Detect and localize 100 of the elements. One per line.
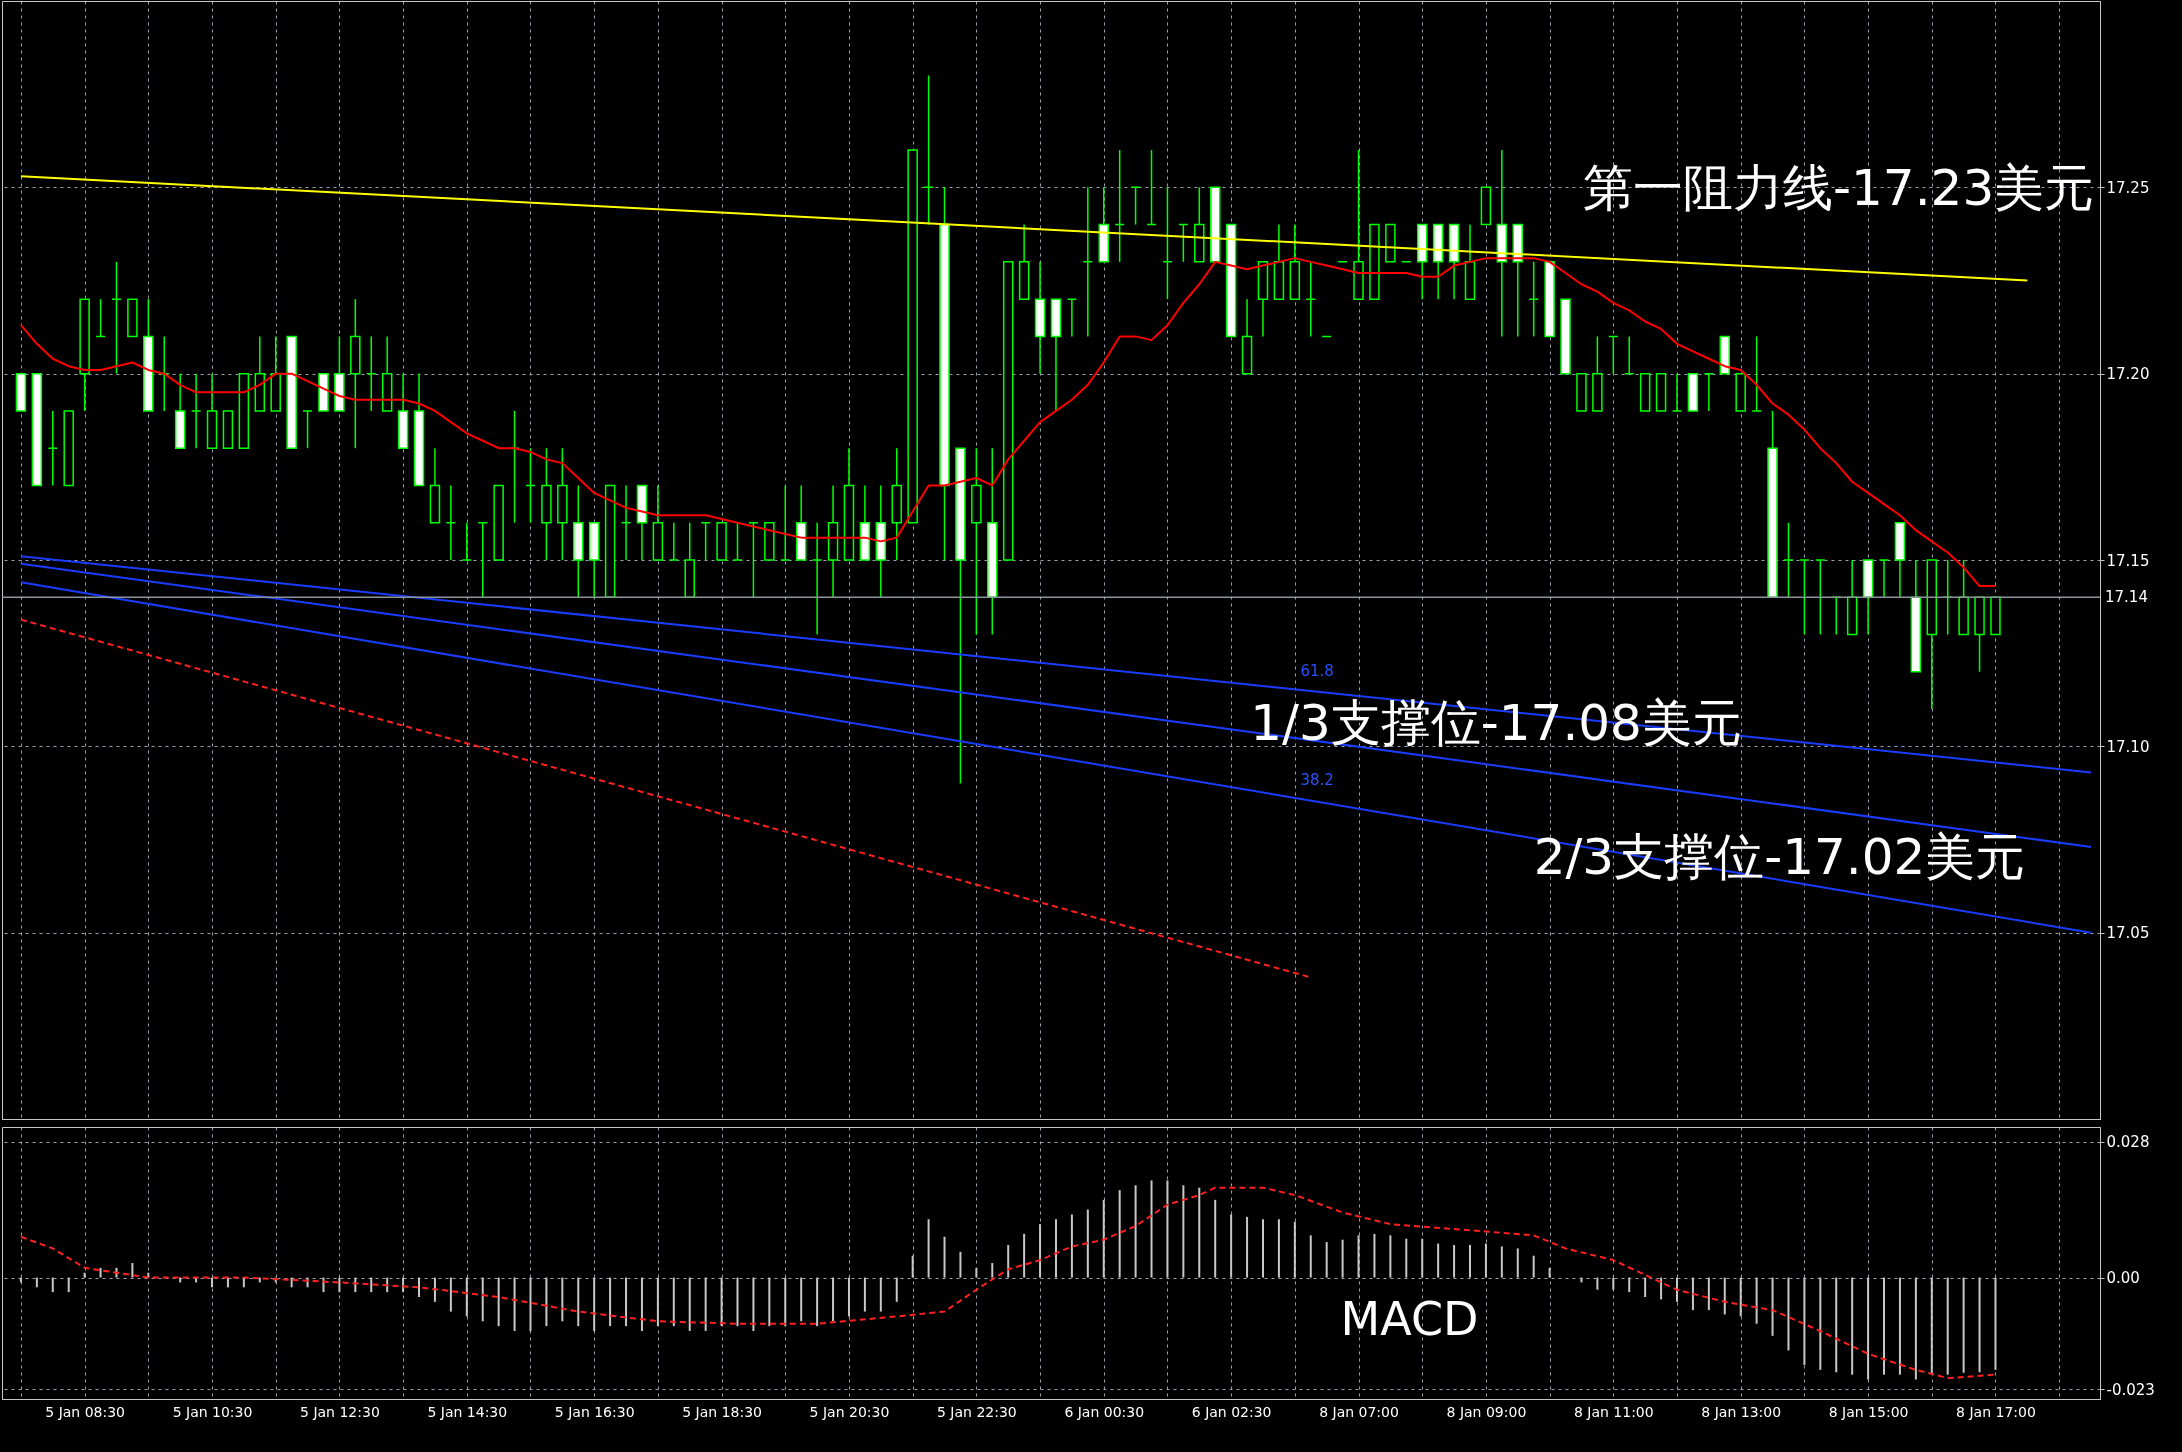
- bar: [895, 1277, 898, 1302]
- bar: [959, 1251, 962, 1278]
- bar: [1755, 1277, 1758, 1324]
- bar: [1930, 1277, 1933, 1375]
- bar: [497, 1277, 500, 1327]
- line-series: [19, 257, 1997, 588]
- annotation: 38.2: [1300, 771, 1334, 790]
- bar: [1453, 1245, 1456, 1278]
- annotation: 61.8: [1300, 661, 1334, 680]
- bar: [338, 1277, 341, 1293]
- bar: [1723, 1277, 1726, 1315]
- bar: [1484, 1243, 1487, 1278]
- bar: [975, 1267, 978, 1278]
- bar: [1898, 1277, 1901, 1375]
- bar: [1198, 1187, 1201, 1278]
- bar: [609, 1277, 612, 1327]
- bar: [816, 1277, 819, 1327]
- x-tick-label: 5 Jan 08:30: [45, 1403, 125, 1420]
- bar: [1867, 1277, 1870, 1380]
- bar: [449, 1277, 452, 1312]
- bar: [1182, 1185, 1185, 1278]
- bar: [577, 1277, 580, 1327]
- x-tick-label: 5 Jan 22:30: [936, 1403, 1017, 1420]
- x-tick-label: 6 Jan 02:30: [1191, 1403, 1272, 1420]
- y-tick-label: 17.15: [2106, 551, 2150, 570]
- bar: [67, 1277, 70, 1293]
- bar: [800, 1277, 803, 1322]
- bar: [1357, 1235, 1360, 1278]
- bar: [1548, 1267, 1551, 1278]
- bar: [99, 1267, 102, 1278]
- bar: [1118, 1190, 1121, 1278]
- bar: [1707, 1277, 1710, 1311]
- bar: [784, 1277, 787, 1327]
- x-tick-label: 5 Jan 10:30: [172, 1403, 253, 1420]
- bar: [879, 1277, 882, 1312]
- bar: [1914, 1277, 1917, 1380]
- bar: [1628, 1277, 1631, 1293]
- bar: [211, 1277, 214, 1288]
- bar: [35, 1277, 38, 1288]
- bar: [1851, 1277, 1854, 1375]
- bar: [465, 1277, 468, 1317]
- bar: [418, 1277, 421, 1297]
- bar: [322, 1277, 325, 1293]
- bar: [1150, 1180, 1153, 1278]
- x-tick-label: 8 Jan 17:00: [1956, 1403, 2036, 1420]
- bar: [1787, 1277, 1790, 1351]
- bar: [1214, 1199, 1217, 1278]
- bar: [1739, 1277, 1742, 1317]
- y-tick-label: 17.10: [2106, 737, 2150, 756]
- x-tick-label: 8 Jan 11:00: [1573, 1403, 1654, 1420]
- bar: [1373, 1233, 1376, 1278]
- bar: [1468, 1245, 1471, 1278]
- x-tick-label: 8 Jan 09:00: [1446, 1403, 1527, 1420]
- y-tick-label: 0.028: [2106, 1133, 2150, 1152]
- bar: [911, 1255, 914, 1278]
- bar: [1660, 1277, 1663, 1300]
- bar: [1994, 1277, 1997, 1370]
- bar: [640, 1277, 643, 1331]
- annotation: 第一阻力线-17.23美元: [1583, 158, 2095, 217]
- annotation: MACD: [1340, 1292, 1479, 1347]
- bar: [1835, 1277, 1838, 1373]
- bar: [1389, 1235, 1392, 1278]
- bar: [1325, 1242, 1328, 1278]
- bar: [1405, 1238, 1408, 1278]
- x-tick-label: 5 Jan 12:30: [300, 1403, 380, 1420]
- bar: [656, 1277, 659, 1327]
- bar: [1500, 1246, 1503, 1278]
- bar: [513, 1277, 516, 1331]
- bar: [1771, 1277, 1774, 1336]
- bar: [1612, 1277, 1615, 1290]
- bar: [1962, 1277, 1965, 1373]
- bar: [1246, 1216, 1249, 1278]
- y-tick-label: -0.023: [2106, 1380, 2155, 1399]
- x-tick-label: 8 Jan 15:00: [1828, 1403, 1909, 1420]
- bar: [1437, 1243, 1440, 1278]
- bar: [1644, 1277, 1647, 1297]
- x-tick-label: 8 Jan 13:00: [1701, 1403, 1782, 1420]
- bar: [1166, 1180, 1169, 1278]
- bar: [433, 1277, 436, 1302]
- bar: [752, 1277, 755, 1331]
- bar: [1421, 1238, 1424, 1278]
- bar: [1293, 1221, 1296, 1278]
- bar: [943, 1236, 946, 1278]
- x-tick-label: 8 Jan 07:00: [1319, 1403, 1399, 1420]
- bar: [1230, 1214, 1233, 1278]
- y-tick-label: 17.05: [2106, 924, 2150, 943]
- bar: [672, 1277, 675, 1327]
- x-tick-label: 5 Jan 20:30: [809, 1403, 890, 1420]
- bar: [1102, 1199, 1105, 1278]
- bar: [529, 1277, 532, 1331]
- bar: [1819, 1277, 1822, 1370]
- bar: [625, 1277, 628, 1327]
- bar: [1532, 1255, 1535, 1278]
- line-series: [19, 1186, 1997, 1380]
- x-tick-label: 5 Jan 16:30: [554, 1403, 635, 1420]
- bar: [863, 1277, 866, 1312]
- bar: [991, 1263, 994, 1278]
- bar: [1803, 1277, 1806, 1365]
- y-tick-label: 17.25: [2106, 178, 2150, 197]
- bar: [1086, 1209, 1089, 1278]
